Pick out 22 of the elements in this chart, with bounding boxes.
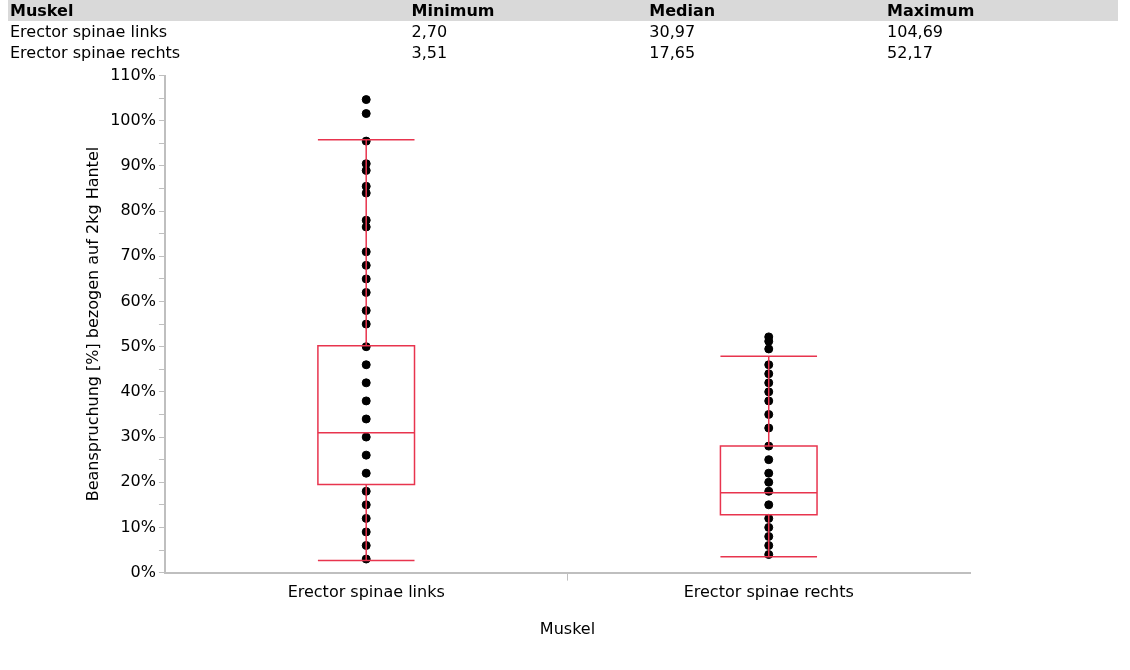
y-tick-label: 60% [120,290,156,310]
y-tick-label: 110% [110,64,156,84]
text: Erector spinae links [9,21,169,42]
y-axis-title: Beanspruchung [%] bezogen auf 2kg Hantel [82,146,102,502]
y-tick-label: 30% [120,426,156,446]
y-tick-label: 40% [120,381,156,401]
text: 30,97 [648,21,697,42]
y-tick-label: 80% [120,200,156,220]
x-axis-title: Muskel [539,618,596,638]
text: 3,51 [410,42,449,63]
y-tick-label: 90% [120,155,156,175]
text: 17,65 [648,42,697,63]
y-tick-label: 10% [120,516,156,536]
text: 104,69 [886,21,945,42]
text: 52,17 [886,42,934,63]
text: 2,70 [410,21,449,42]
y-tick-label: 50% [120,335,156,355]
y-tick-label: 70% [120,245,156,265]
y-tick-label: 20% [120,471,156,491]
y-tick-label: 0% [130,561,156,581]
text: Erector spinae rechts [9,42,182,63]
y-tick-label: 100% [110,109,156,129]
